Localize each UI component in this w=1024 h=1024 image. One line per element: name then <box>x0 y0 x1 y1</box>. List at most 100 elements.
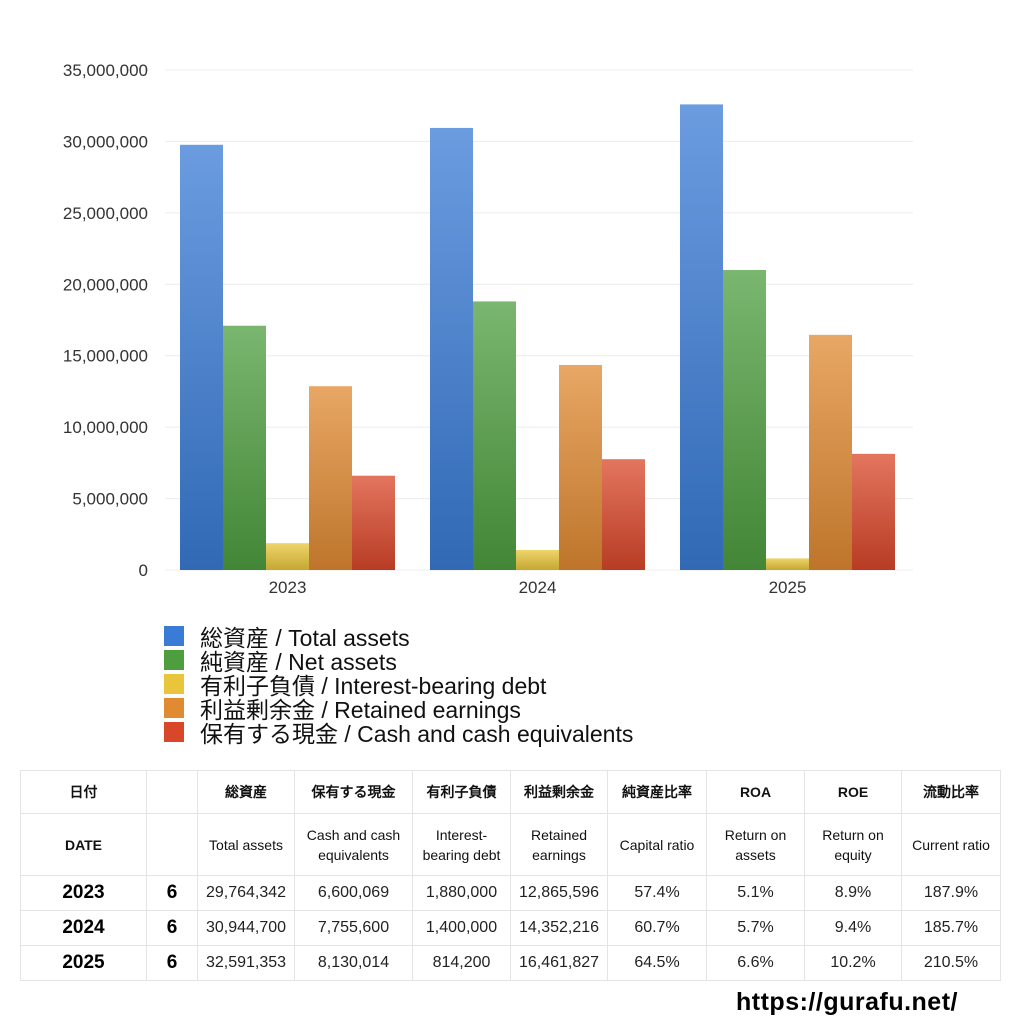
header-cell: 有利子負債 <box>412 770 511 814</box>
value-cell: 32,591,353 <box>197 945 295 981</box>
value-cell: 8,130,014 <box>294 945 413 981</box>
value-cell: 64.5% <box>607 945 707 981</box>
header-cell: Return on equity <box>804 813 902 876</box>
header-cell: ROE <box>804 770 902 814</box>
legend-swatch <box>164 650 184 670</box>
bar-2024-series-3 <box>516 550 559 570</box>
value-cell: 7,755,600 <box>294 910 413 946</box>
legend-item: 有利子負債 / Interest-bearing debt <box>164 672 633 699</box>
legend-swatch <box>164 698 184 718</box>
table-body: 2023 6 29,764,342 6,600,069 1,880,000 12,865,… <box>20 875 1001 981</box>
bar-2025-series-5 <box>852 453 895 570</box>
legend-swatch <box>164 722 184 742</box>
month-cell: 6 <box>146 875 198 911</box>
y-tick-label: 15,000,000 <box>63 347 148 366</box>
year-cell: 2025 <box>20 945 147 981</box>
header-cell: Capital ratio <box>607 813 707 876</box>
x-tick-label: 2024 <box>519 578 557 597</box>
header-cell: 総資産 <box>197 770 295 814</box>
y-tick-label: 10,000,000 <box>63 418 148 437</box>
bar-2023-series-2 <box>223 325 266 570</box>
bar-2025-series-2 <box>723 270 766 570</box>
value-cell: 29,764,342 <box>197 875 295 911</box>
bar-2025-series-3 <box>766 558 809 570</box>
header-cell <box>146 813 198 876</box>
y-tick-label: 20,000,000 <box>63 275 148 294</box>
legend-swatch <box>164 626 184 646</box>
table-row: 2025 6 32,591,353 8,130,014 814,200 16,461,82… <box>20 945 1001 981</box>
value-cell: 10.2% <box>804 945 902 981</box>
value-cell: 57.4% <box>607 875 707 911</box>
value-cell: 6.6% <box>706 945 805 981</box>
value-cell: 5.1% <box>706 875 805 911</box>
y-tick-label: 5,000,000 <box>72 490 148 509</box>
x-tick-label: 2023 <box>269 578 307 597</box>
bar-2024-series-2 <box>473 301 516 570</box>
chart-legend: 総資産 / Total assets 純資産 / Net assets 有利子負債 … <box>164 624 633 747</box>
legend-swatch <box>164 674 184 694</box>
legend-label: 利益剰余金 / Retained earnings <box>200 697 521 723</box>
value-cell: 814,200 <box>412 945 511 981</box>
value-cell: 60.7% <box>607 910 707 946</box>
y-axis-ticks: 0 5,000,000 10,000,000 15,000,000 20,000,000… <box>63 61 148 580</box>
header-cell: Interest-bearing debt <box>412 813 511 876</box>
bar-2025-series-4 <box>809 334 852 570</box>
bar-2023-series-4 <box>309 386 352 570</box>
value-cell: 1,400,000 <box>412 910 511 946</box>
bar-chart: 0 5,000,000 10,000,000 15,000,000 20,000,000… <box>63 61 913 597</box>
header-cell: 日付 <box>20 770 147 814</box>
header-cell: 保有する現金 <box>294 770 413 814</box>
legend-label: 有利子負債 / Interest-bearing debt <box>200 673 547 699</box>
y-tick-label: 35,000,000 <box>63 61 148 80</box>
table-row: 2024 6 30,944,700 7,755,600 1,400,000 14,352,… <box>20 910 1001 946</box>
year-cell: 2023 <box>20 875 147 911</box>
financial-table: 日付 総資産 保有する現金 有利子負債 利益剰余金 純資産比率 ROA ROE 流動比率 DAT… <box>20 770 1001 981</box>
source-url[interactable]: https://gurafu.net/ <box>736 988 958 1016</box>
bar-2023-series-5 <box>352 475 395 570</box>
y-tick-label: 0 <box>139 561 148 580</box>
value-cell: 30,944,700 <box>197 910 295 946</box>
header-cell: Cash and cash equivalents <box>294 813 413 876</box>
legend-item: 純資産 / Net assets <box>164 648 633 675</box>
value-cell: 8.9% <box>804 875 902 911</box>
value-cell: 6,600,069 <box>294 875 413 911</box>
value-cell: 210.5% <box>901 945 1001 981</box>
bar-2023-series-1 <box>180 144 223 571</box>
y-tick-label: 30,000,000 <box>63 132 148 151</box>
header-cell: 利益剰余金 <box>510 770 608 814</box>
bar-2024-series-4 <box>559 364 602 570</box>
x-tick-label: 2025 <box>769 578 807 597</box>
y-tick-label: 25,000,000 <box>63 204 148 223</box>
value-cell: 5.7% <box>706 910 805 946</box>
header-cell: Retained earnings <box>510 813 608 876</box>
legend-label: 総資産 / Total assets <box>200 625 410 651</box>
header-cell: 純資産比率 <box>607 770 707 814</box>
value-cell: 1,880,000 <box>412 875 511 911</box>
header-cell: Return on assets <box>706 813 805 876</box>
chart-bars <box>180 104 895 571</box>
bar-2024-series-5 <box>602 459 645 570</box>
legend-item: 利益剰余金 / Retained earnings <box>164 696 633 723</box>
header-cell <box>146 770 198 814</box>
year-cell: 2024 <box>20 910 147 946</box>
value-cell: 187.9% <box>901 875 1001 911</box>
x-axis-ticks: 2023 2024 2025 <box>269 578 807 597</box>
month-cell: 6 <box>146 945 198 981</box>
value-cell: 9.4% <box>804 910 902 946</box>
value-cell: 16,461,827 <box>510 945 608 981</box>
value-cell: 14,352,216 <box>510 910 608 946</box>
header-cell: Total assets <box>197 813 295 876</box>
bar-2024-series-1 <box>430 127 473 570</box>
legend-label: 純資産 / Net assets <box>200 649 397 675</box>
header-cell: ROA <box>706 770 805 814</box>
legend-item: 保有する現金 / Cash and cash equivalents <box>164 720 633 747</box>
table-row: 2023 6 29,764,342 6,600,069 1,880,000 12,865,… <box>20 875 1001 911</box>
value-cell: 185.7% <box>901 910 1001 946</box>
bar-2023-series-3 <box>266 543 309 570</box>
legend-label: 保有する現金 / Cash and cash equivalents <box>200 721 634 747</box>
value-cell: 12,865,596 <box>510 875 608 911</box>
table-header-english: DATE Total assets Cash and cash equivalent… <box>20 813 1001 876</box>
header-cell: DATE <box>20 813 147 876</box>
legend-item: 総資産 / Total assets <box>164 624 633 651</box>
header-cell: Current ratio <box>901 813 1001 876</box>
